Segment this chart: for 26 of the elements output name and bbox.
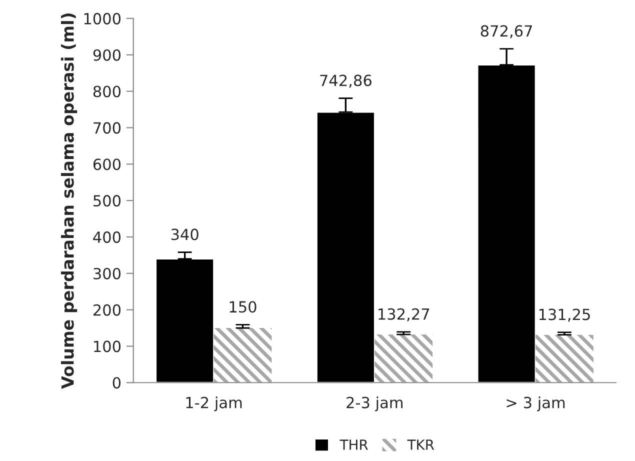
data-label: 131,25 [539,308,590,322]
data-label: 742,86 [320,74,372,88]
legend-label: THR [340,440,368,450]
bar [536,334,594,383]
y-axis-title: Volume perdarahan selama operasi (ml) [60,14,78,389]
x-tick-label: 2-3 jam [346,396,403,412]
y-tick-label: 700 [94,122,121,134]
y-tick-label: 200 [94,304,121,316]
bar [374,334,433,383]
x-tick-label: 1-2 jam [186,396,242,412]
data-label: 132,27 [378,308,430,322]
y-tick-label: 800 [93,86,121,98]
y-tick-label: 1000 [84,12,121,24]
data-label: 150 [230,301,256,313]
x-tick-label: > 3 jam [506,396,565,412]
y-tick-label: 300 [94,268,121,280]
y-tick-label: 400 [93,231,121,243]
y-tick-label: 100 [94,340,121,352]
legend-label: TKR [407,440,434,450]
y-tick-label: 600 [93,158,121,170]
y-tick-label: 900 [93,49,121,61]
y-tick-label: 500 [94,195,121,207]
data-label: 340 [171,228,198,240]
bar [214,328,272,383]
y-tick-label: 0 [112,377,121,389]
data-label: 872,67 [480,25,532,38]
